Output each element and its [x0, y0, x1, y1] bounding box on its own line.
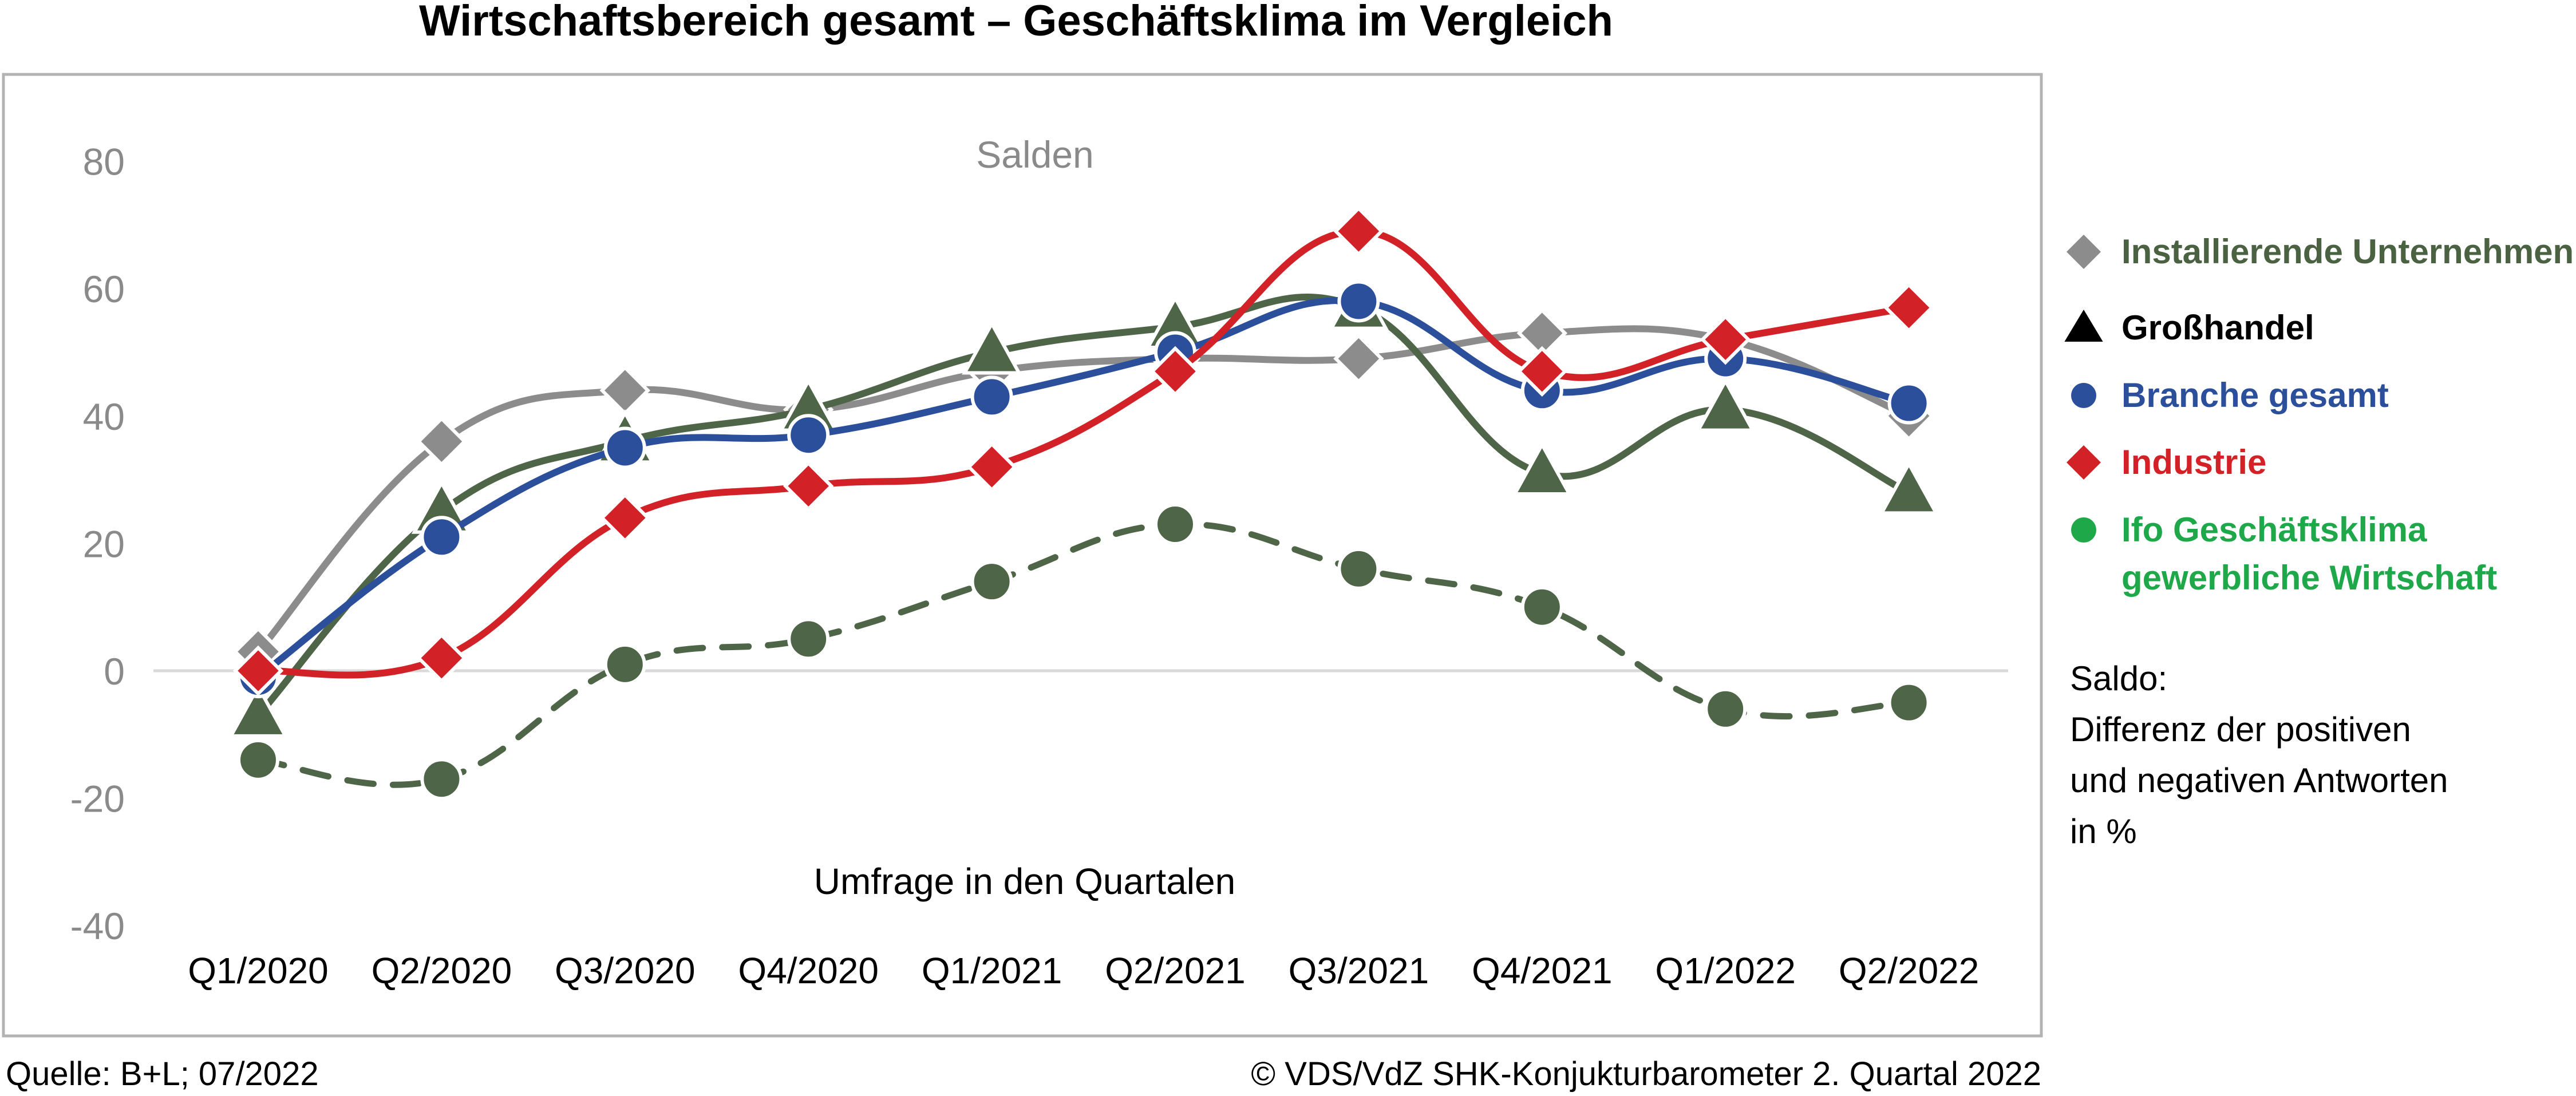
data-point-branche: [420, 516, 463, 559]
data-point-branche: [970, 375, 1013, 418]
saldo-note: Saldo: Differenz der positiven und negativ…: [2070, 659, 2448, 850]
y-tick-label: 80: [83, 141, 125, 183]
x-tick-label: Q2/2020: [372, 950, 512, 991]
data-point-industrie: [1333, 205, 1384, 257]
data-point-grosshandel: [1512, 441, 1573, 496]
data-point-industrie: [599, 492, 651, 544]
legend-label-branche: Branche gesamt: [2121, 376, 2389, 414]
legend-label-installierende: Installierende Unternehmen: [2121, 232, 2574, 271]
data-point-branche: [787, 414, 830, 457]
y-tick-label: -20: [70, 778, 125, 820]
data-point-branche: [603, 426, 646, 469]
saldo-note-line: Differenz der positiven: [2070, 710, 2411, 749]
legend: Installierende Unternehmen Großhandel Bran…: [2064, 232, 2574, 597]
y-tick-label: 20: [83, 523, 125, 565]
series-line-branche: [255, 296, 1913, 681]
y-tick-label: -40: [70, 905, 125, 947]
data-point-industrie: [783, 460, 834, 512]
data-point-industrie: [1700, 314, 1751, 365]
data-point-industrie: [1883, 282, 1934, 333]
x-axis-ticks: Q1/2020 Q2/2020 Q3/2020 Q4/2020 Q1/2021 Q2/20…: [188, 950, 1979, 991]
data-point-grosshandel: [228, 683, 289, 738]
y-axis-ticks: 80 60 40 20 0 -20 -40: [70, 141, 125, 948]
x-tick-label: Q4/2020: [738, 950, 879, 991]
y-tick-label: 60: [83, 268, 125, 310]
legend-marker-grosshandel: [2064, 310, 2103, 342]
chart-title: Wirtschaftsbereich gesamt – Geschäftskli…: [419, 0, 1613, 45]
data-point-ifo: [1704, 687, 1747, 730]
data-point-grosshandel: [1879, 460, 1939, 515]
legend-label-ifo: gewerbliche Wirtschaft: [2121, 559, 2497, 597]
saldo-note-line: Saldo:: [2070, 659, 2167, 698]
data-point-industrie: [416, 632, 467, 683]
data-point-ifo: [420, 758, 463, 801]
legend-label-industrie: Industrie: [2121, 443, 2266, 481]
data-point-ifo: [1887, 681, 1930, 724]
x-axis-label: Umfrage in den Quartalen: [814, 861, 1235, 902]
x-tick-label: Q4/2021: [1472, 950, 1613, 991]
chart-subtitle: Salden: [976, 133, 1094, 176]
saldo-note-line: und negativen Antworten: [2070, 761, 2448, 800]
legend-marker-installierende: [2067, 235, 2101, 269]
legend-item-branche: Branche gesamt: [2071, 376, 2389, 414]
legend-item-grosshandel: Großhandel: [2064, 308, 2314, 347]
data-point-installierende: [416, 416, 467, 467]
series-line-industrie: [255, 228, 1913, 679]
x-tick-label: Q1/2020: [188, 950, 329, 991]
legend-item-industrie: Industrie: [2067, 443, 2266, 481]
legend-label-grosshandel: Großhandel: [2121, 308, 2314, 347]
series-industrie: [232, 205, 1934, 697]
series-line-grosshandel: [255, 294, 1913, 719]
series-line-installierende: [255, 325, 1913, 655]
series-line-ifo: [255, 521, 1913, 788]
data-point-ifo: [970, 560, 1013, 603]
data-point-branche: [1887, 382, 1930, 425]
copyright-note: © VDS/VdZ SHK-Konjukturbarometer 2. Quar…: [1251, 1055, 2041, 1093]
legend-marker-ifo: [2071, 517, 2096, 543]
x-tick-label: Q3/2020: [555, 950, 696, 991]
data-point-grosshandel: [1695, 377, 1756, 432]
data-point-branche: [1337, 280, 1380, 323]
x-tick-label: Q3/2021: [1289, 950, 1429, 991]
data-point-grosshandel: [962, 320, 1022, 375]
source-note: Quelle: B+L; 07/2022: [6, 1055, 319, 1093]
x-tick-label: Q2/2022: [1839, 950, 1980, 991]
x-tick-label: Q1/2021: [922, 950, 1062, 991]
data-point-industrie: [1516, 346, 1568, 397]
series-ifo: [237, 503, 1930, 801]
data-point-ifo: [1337, 547, 1380, 590]
data-point-ifo: [1154, 503, 1196, 546]
data-point-industrie: [966, 441, 1017, 493]
data-point-industrie: [232, 645, 284, 697]
legend-marker-branche: [2071, 383, 2096, 408]
series-layer: [228, 205, 1939, 801]
x-tick-label: Q2/2021: [1105, 950, 1246, 991]
legend-item-ifo: Ifo Geschäftsklima gewerbliche Wirtschaft: [2071, 511, 2497, 597]
saldo-note-line: in %: [2070, 812, 2137, 850]
data-point-ifo: [237, 738, 279, 781]
y-tick-label: 40: [83, 395, 125, 438]
x-tick-label: Q1/2022: [1655, 950, 1796, 991]
legend-label-ifo: Ifo Geschäftsklima: [2121, 511, 2427, 549]
legend-marker-industrie: [2067, 445, 2101, 480]
data-point-industrie: [1149, 346, 1201, 397]
y-tick-label: 0: [104, 650, 125, 693]
data-point-installierende: [1333, 333, 1384, 384]
data-point-ifo: [1520, 585, 1563, 628]
legend-item-installierende: Installierende Unternehmen: [2067, 232, 2574, 271]
data-point-ifo: [603, 643, 646, 686]
plot-frame: [2, 73, 2043, 1038]
data-point-ifo: [787, 618, 830, 660]
